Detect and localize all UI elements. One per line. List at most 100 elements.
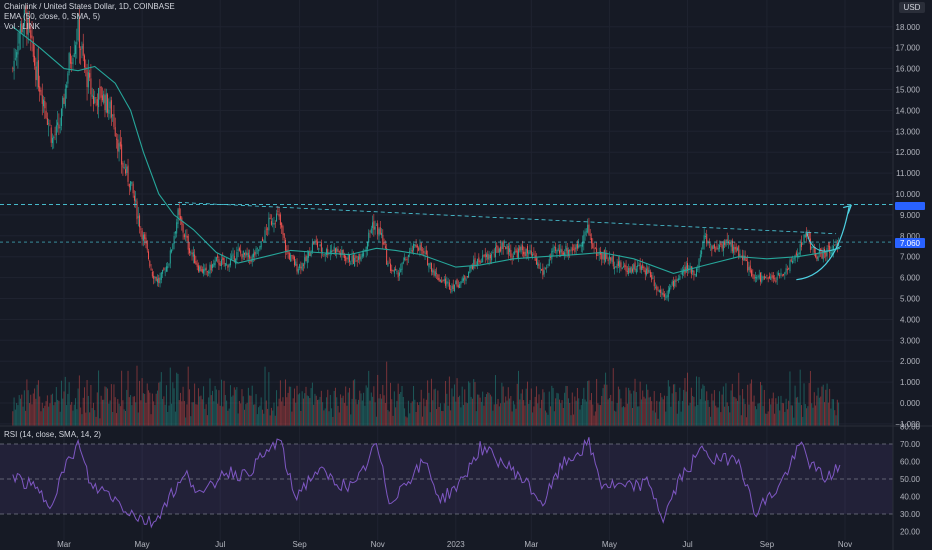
candle-body	[525, 248, 527, 257]
volume-bar	[185, 417, 187, 426]
volume-bar	[49, 403, 51, 426]
candle-body	[212, 264, 214, 268]
candle-body	[48, 123, 50, 125]
candle-body	[624, 264, 626, 267]
volume-bar	[418, 405, 420, 426]
candle-body	[478, 257, 480, 262]
candle-body	[84, 55, 85, 68]
candle-body	[250, 259, 252, 263]
candle-body	[575, 244, 577, 250]
candle-body	[516, 250, 518, 258]
candle-body	[297, 268, 299, 273]
volume-bar	[101, 399, 103, 426]
volume-bar	[497, 398, 499, 426]
candle-body	[794, 255, 796, 261]
volume-bar	[811, 403, 813, 426]
volume-bar	[222, 406, 224, 426]
candle-body	[450, 289, 452, 290]
volume-bar	[244, 409, 246, 426]
candle-body	[671, 281, 673, 285]
volume-bar	[190, 416, 192, 426]
volume-bar	[235, 389, 237, 426]
volume-bar	[203, 386, 205, 426]
candle-body	[62, 97, 64, 108]
volume-bar	[834, 410, 836, 426]
volume-bar	[136, 365, 138, 426]
price-axis[interactable]: 18.000 17.000 16.000 15.000 14.000 13.000 12.0…	[895, 23, 920, 429]
candle-body	[302, 264, 304, 266]
candle-body	[386, 248, 388, 265]
candle-body	[177, 209, 179, 224]
candle-body	[118, 143, 120, 152]
candle-body	[116, 138, 118, 140]
volume-bar	[602, 388, 604, 426]
volume-bar	[295, 402, 297, 426]
volume-bar	[12, 411, 14, 426]
volume-bar	[409, 413, 411, 426]
volume-bar	[276, 390, 278, 426]
volume-bar	[591, 393, 592, 426]
rsi-axis[interactable]: 80.00 70.00 60.00 50.00 40.00 30.00 20.00	[900, 423, 921, 537]
volume-bar	[808, 383, 810, 426]
candle-body	[569, 249, 571, 252]
candle-body	[520, 246, 522, 253]
candle-body	[462, 278, 464, 281]
candle-body	[538, 263, 540, 269]
volume-bar	[570, 415, 572, 426]
rsi-legend[interactable]: RSI (14, close, SMA, 14, 2)	[4, 430, 101, 439]
volume-bar	[582, 398, 584, 426]
candle-body	[441, 280, 443, 283]
volume-legend[interactable]: Vol · LINK	[4, 22, 41, 31]
candle-body	[108, 109, 110, 114]
ema-legend[interactable]: EMA (50, close, 0, SMA, 5)	[4, 12, 101, 21]
candle-body	[291, 255, 293, 256]
volume-bar	[123, 409, 125, 426]
volume-bar	[717, 407, 719, 426]
candle-body	[295, 261, 297, 266]
candle-body	[662, 292, 664, 296]
candle-body	[242, 250, 244, 258]
volume-bar	[411, 401, 413, 426]
volume-bar	[532, 412, 534, 426]
candle-body	[758, 274, 760, 279]
rsi-levels	[0, 443, 893, 515]
time-axis[interactable]: Mar May Jul Sep Nov 2023 Mar May Jul Sep Nov	[57, 540, 852, 549]
volume-bar	[186, 404, 188, 426]
volume-bar	[122, 400, 124, 426]
candle-body	[614, 266, 616, 269]
volume-bar	[62, 398, 64, 426]
candle-body	[140, 228, 142, 230]
symbol-legend[interactable]: Chainlink / United States Dollar, 1D, CO…	[4, 2, 175, 11]
volume-bar	[838, 402, 840, 426]
candle-body	[680, 273, 682, 274]
candle-body	[361, 253, 363, 257]
candle-body	[629, 267, 631, 273]
candle-body	[471, 264, 473, 270]
volume-bar	[167, 411, 169, 426]
candle-body	[86, 69, 88, 88]
candle-body	[357, 256, 359, 261]
volume-bar	[708, 406, 710, 426]
candle-body	[790, 259, 792, 262]
candlesticks	[12, 4, 840, 302]
volume-bar	[299, 393, 301, 426]
volume-bar	[349, 387, 351, 426]
candle-body	[222, 257, 224, 261]
volume-bar	[511, 411, 513, 426]
candle-body	[163, 267, 165, 270]
volume-bar	[615, 411, 617, 426]
candle-body	[667, 289, 669, 298]
volume-bar	[150, 414, 152, 426]
volume-bar	[36, 384, 38, 426]
candle-body	[672, 280, 674, 287]
candle-body	[670, 285, 672, 288]
volume-bar	[317, 399, 319, 426]
candle-body	[375, 225, 377, 226]
volume-bar	[672, 384, 674, 426]
candle-body	[55, 125, 57, 136]
volume-bar	[557, 393, 559, 426]
currency-button[interactable]: USD	[899, 2, 925, 13]
volume-bar	[807, 406, 809, 426]
volume-bar	[229, 385, 231, 426]
